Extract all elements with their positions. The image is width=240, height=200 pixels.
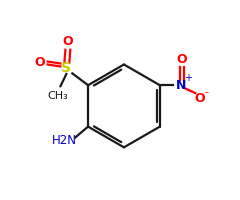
Text: O: O xyxy=(35,56,45,69)
Text: N: N xyxy=(176,79,187,92)
Text: CH₃: CH₃ xyxy=(47,91,68,101)
Text: O: O xyxy=(176,53,187,66)
Text: O: O xyxy=(194,92,204,105)
Text: S: S xyxy=(61,61,71,75)
Text: +: + xyxy=(184,73,192,83)
Text: H2N: H2N xyxy=(52,134,77,147)
Text: -: - xyxy=(204,88,209,98)
Text: O: O xyxy=(62,35,73,48)
